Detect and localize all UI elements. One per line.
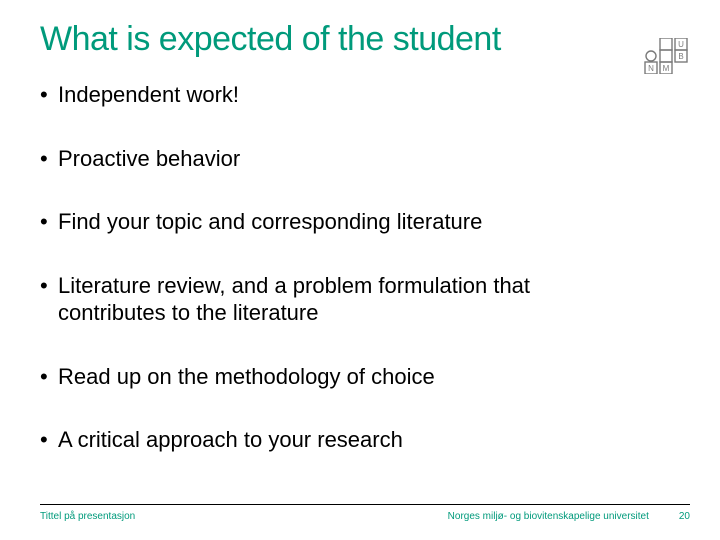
logo-letter-b: B xyxy=(678,52,683,61)
logo-letter-u: U xyxy=(678,40,684,49)
footer: Tittel på presentasjon Norges miljø- og … xyxy=(40,504,690,522)
list-item: A critical approach to your research xyxy=(40,426,640,454)
list-item: Literature review, and a problem formula… xyxy=(40,272,640,327)
footer-right-text: Norges miljø- og biovitenskapelige unive… xyxy=(448,511,649,522)
slide-container: What is expected of the student U B N M … xyxy=(0,0,720,540)
list-item: Independent work! xyxy=(40,81,640,109)
page-number: 20 xyxy=(679,511,690,522)
list-item: Find your topic and corresponding litera… xyxy=(40,208,640,236)
list-item: Read up on the methodology of choice xyxy=(40,363,640,391)
footer-row: Tittel på presentasjon Norges miljø- og … xyxy=(40,511,690,522)
list-item: Proactive behavior xyxy=(40,145,640,173)
logo-letter-m: M xyxy=(663,64,670,73)
footer-divider xyxy=(40,504,690,505)
logo-letter-n: N xyxy=(648,64,654,73)
university-logo: U B N M xyxy=(634,38,690,74)
bullet-list: Independent work! Proactive behavior Fin… xyxy=(40,81,680,454)
footer-left-text: Tittel på presentasjon xyxy=(40,511,135,522)
slide-title: What is expected of the student xyxy=(40,20,680,59)
footer-right: Norges miljø- og biovitenskapelige unive… xyxy=(448,511,690,522)
